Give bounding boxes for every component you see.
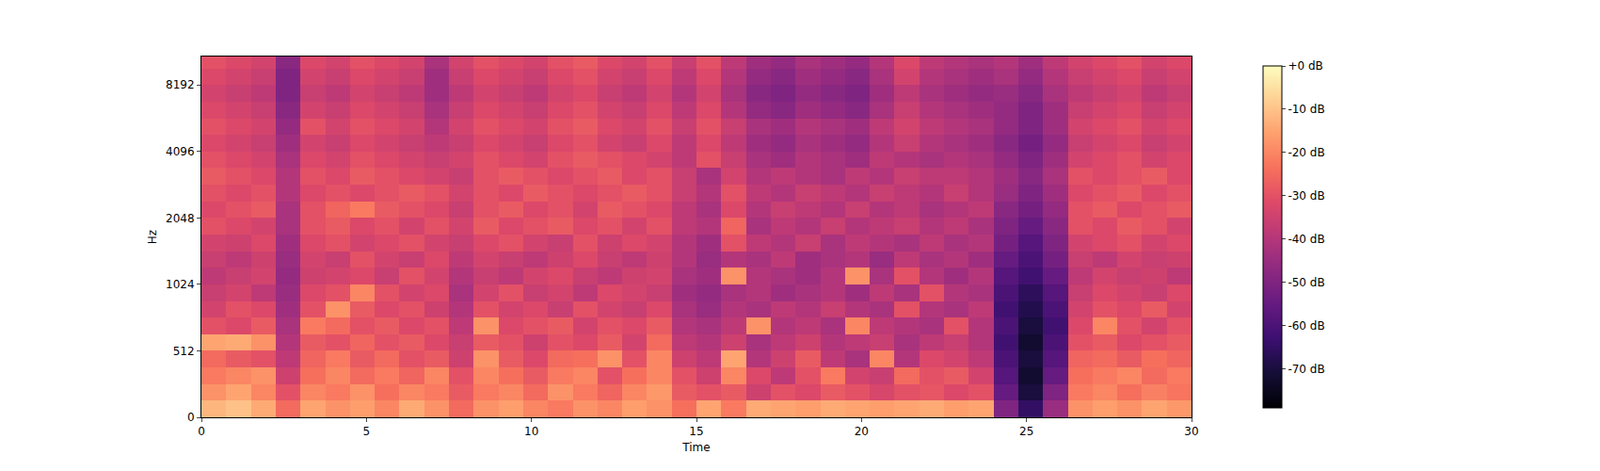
svg-text:0: 0 <box>197 424 206 438</box>
svg-text:4096: 4096 <box>165 144 195 159</box>
svg-text:-70 dB: -70 dB <box>1287 362 1325 376</box>
svg-text:2048: 2048 <box>165 211 195 225</box>
svg-text:+0 dB: +0 dB <box>1287 59 1323 73</box>
svg-text:-30 dB: -30 dB <box>1287 189 1325 203</box>
svg-text:30: 30 <box>1184 424 1199 438</box>
svg-text:-60 dB: -60 dB <box>1287 319 1325 333</box>
svg-text:-10 dB: -10 dB <box>1287 102 1325 116</box>
svg-text:15: 15 <box>688 424 704 438</box>
svg-text:Hz: Hz <box>145 229 160 244</box>
svg-text:512: 512 <box>173 344 195 358</box>
svg-text:-50 dB: -50 dB <box>1287 275 1325 289</box>
svg-text:10: 10 <box>524 424 539 438</box>
svg-text:-40 dB: -40 dB <box>1287 232 1325 246</box>
svg-text:8192: 8192 <box>165 78 195 92</box>
svg-text:5: 5 <box>363 424 371 438</box>
svg-text:25: 25 <box>1019 424 1034 438</box>
svg-text:20: 20 <box>854 424 869 438</box>
svg-text:1024: 1024 <box>165 277 195 291</box>
svg-text:Time: Time <box>681 440 710 454</box>
svg-text:0: 0 <box>187 410 195 424</box>
svg-text:-20 dB: -20 dB <box>1287 145 1325 160</box>
